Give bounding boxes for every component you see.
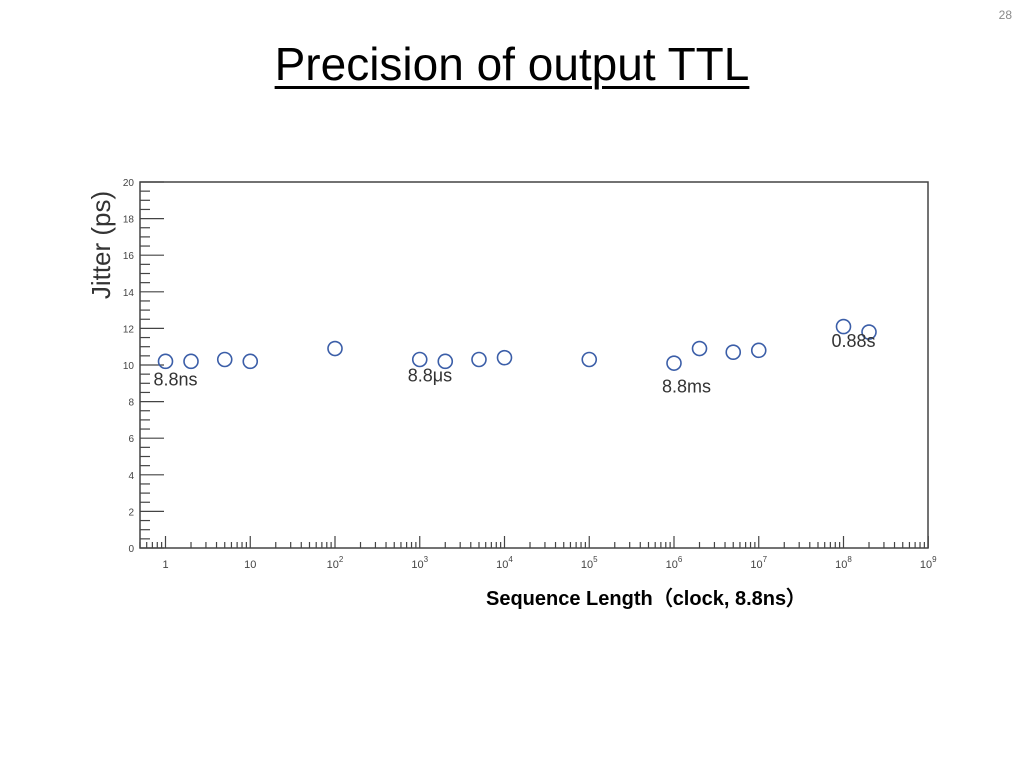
data-point [437,353,454,370]
slide-number: 28 [998,8,1012,22]
data-point [183,353,199,370]
x-tick-label: 106 [666,555,683,571]
data-point [835,318,852,335]
chart-axes: 0 2 4 6 8 10 12 14 16 18 20 1 10 102 103 104 105 106 107 10… [123,178,937,571]
x-tick-label: 10 [244,559,256,571]
data-point [216,351,233,368]
data-point [691,340,708,357]
x-tick-label: 103 [411,555,428,571]
y-tick-label: 0 [128,544,134,555]
data-point [471,351,487,368]
annotation-label: 8.8ms [662,377,711,397]
x-tick-label: 108 [835,555,852,571]
x-tick-label: 105 [581,555,598,571]
annotation-label: 8.8ns [154,369,198,389]
annotation-label: 0.88s [832,331,876,351]
x-tick-label: 102 [327,555,344,571]
annotations: 8.8ns 8.8μs 8.8ms 0.88s [154,331,876,397]
data-point [411,351,428,368]
y-tick-label: 10 [123,361,135,372]
y-axis-label-text: Jitter (ps) [86,191,116,299]
data-point [666,355,682,371]
x-tick-label: 107 [750,555,767,571]
data-point [242,353,259,370]
y-tick-label: 16 [123,251,135,262]
x-tick-label: 1 [162,559,168,571]
x-axis-label: Sequence Length（clock, 8.8ns） [486,588,807,610]
y-tick-label: 4 [128,471,134,482]
y-tick-label: 8 [128,398,134,409]
y-tick-label: 20 [123,178,135,189]
data-point [861,324,877,340]
y-tick-label: 14 [123,288,135,299]
x-tick-label: 104 [496,555,513,571]
slide-title: Precision of output TTL [0,34,1024,94]
plot-frame [139,181,929,549]
y-tick-label: 2 [128,507,134,518]
data-points [157,318,877,371]
data-point [157,353,174,370]
data-point [496,349,513,366]
data-point [581,351,598,368]
data-point [750,342,767,359]
y-axis-label: Jitter (ps) [86,191,116,299]
data-point [725,344,742,360]
slide-title-text: Precision of output TTL [274,38,750,90]
y-tick-label: 12 [123,324,135,335]
y-tick-label: 6 [128,434,134,445]
x-tick-label: 109 [920,555,937,571]
annotation-label: 8.8μs [408,366,452,386]
data-point [327,340,343,357]
y-tick-label: 18 [123,215,135,226]
